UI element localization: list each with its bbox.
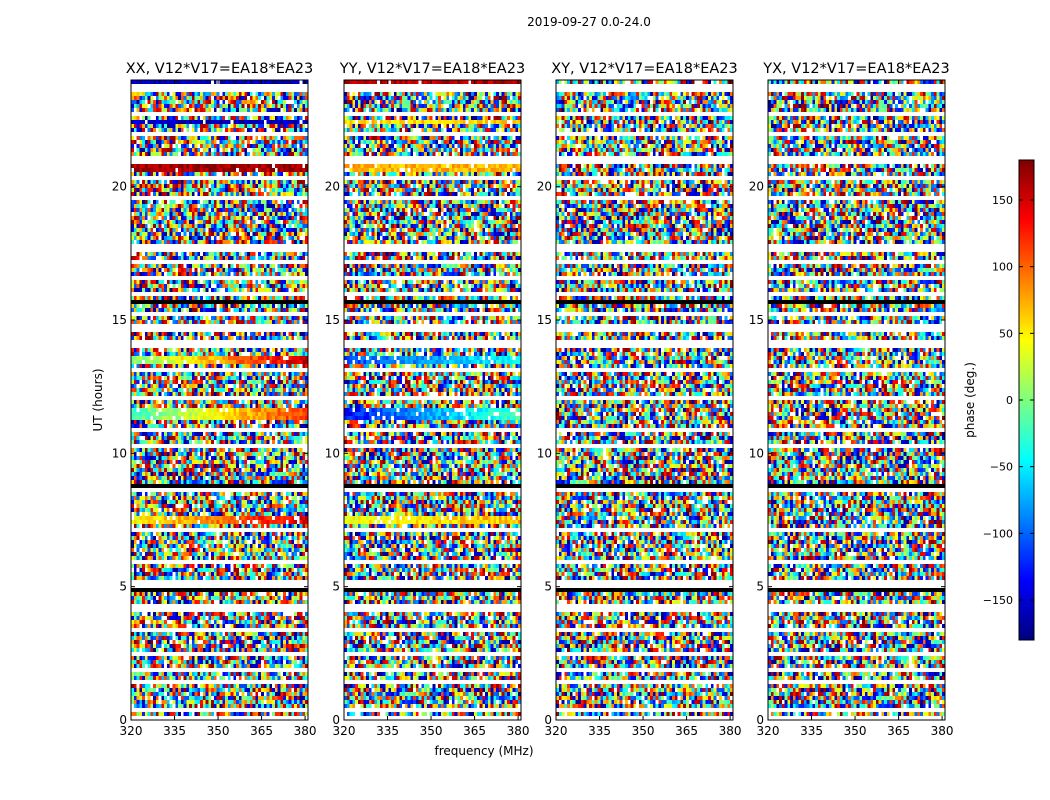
y-tick-label: 10 bbox=[112, 446, 127, 460]
x-tick-label: 350 bbox=[420, 724, 443, 738]
y-tick-label: 0 bbox=[332, 713, 340, 727]
x-tick-label: 365 bbox=[675, 724, 698, 738]
colorbar-tick-label: 50 bbox=[999, 327, 1013, 340]
y-tick-label: 10 bbox=[325, 446, 340, 460]
figure-title: 2019-09-27 0.0-24.0 bbox=[527, 15, 651, 29]
panel-title: YY, V12*V17=EA18*EA23 bbox=[339, 61, 525, 77]
x-tick-label: 320 bbox=[757, 724, 780, 738]
y-tick-label: 0 bbox=[756, 713, 764, 727]
y-tick-label: 5 bbox=[544, 580, 552, 594]
x-tick-label: 380 bbox=[507, 724, 530, 738]
x-tick-label: 365 bbox=[250, 724, 273, 738]
panel-title: XX, V12*V17=EA18*EA23 bbox=[126, 61, 314, 77]
x-tick-label: 320 bbox=[545, 724, 568, 738]
y-tick-label: 5 bbox=[119, 580, 127, 594]
x-tick-label: 380 bbox=[931, 724, 954, 738]
colorbar-tick-label: −100 bbox=[983, 527, 1013, 540]
x-tick-label: 350 bbox=[207, 724, 230, 738]
y-tick-label: 5 bbox=[332, 580, 340, 594]
colorbar-tick-label: −50 bbox=[990, 461, 1013, 474]
x-tick-label: 320 bbox=[333, 724, 356, 738]
panel-xx: XX, V12*V17=EA18*EA23 320 335 350 365 380 0 5 10… bbox=[112, 61, 317, 738]
y-tick-label: 20 bbox=[325, 180, 340, 194]
y-tick-label: 10 bbox=[537, 446, 552, 460]
colorbar-tick-label: 150 bbox=[992, 194, 1013, 207]
axes-frame bbox=[767, 79, 946, 721]
axes-frame bbox=[555, 79, 734, 721]
colorbar-tick-label: −150 bbox=[983, 594, 1013, 607]
y-tick-label: 15 bbox=[537, 313, 552, 327]
panel-yy: YY, V12*V17=EA18*EA23 320 335 350 365 380 0 5 10… bbox=[325, 61, 530, 738]
colorbar: phase (deg.) 150 100 50 0 −50 −100 −150 bbox=[963, 159, 1035, 641]
x-tick-label: 350 bbox=[632, 724, 655, 738]
y-tick-label: 15 bbox=[325, 313, 340, 327]
y-tick-label: 5 bbox=[756, 580, 764, 594]
panel-title: XY, V12*V17=EA18*EA23 bbox=[551, 61, 737, 77]
colorbar-tick-label: 100 bbox=[992, 261, 1013, 274]
panel-yx: YX, V12*V17=EA18*EA23 320 335 350 365 380 0 5 10… bbox=[749, 61, 954, 738]
x-tick-label: 335 bbox=[163, 724, 186, 738]
x-tick-label: 335 bbox=[376, 724, 399, 738]
x-tick-label: 380 bbox=[294, 724, 317, 738]
y-tick-label: 15 bbox=[749, 313, 764, 327]
y-tick-label: 20 bbox=[749, 180, 764, 194]
heatmap-image bbox=[768, 80, 945, 720]
x-tick-label: 350 bbox=[844, 724, 867, 738]
y-tick-label: 15 bbox=[112, 313, 127, 327]
x-tick-label: 335 bbox=[588, 724, 611, 738]
x-tick-label: 365 bbox=[887, 724, 910, 738]
y-tick-label: 0 bbox=[119, 713, 127, 727]
x-tick-label: 320 bbox=[120, 724, 143, 738]
y-tick-label: 20 bbox=[537, 180, 552, 194]
panel-xy: XY, V12*V17=EA18*EA23 320 335 350 365 380 0 5 10… bbox=[537, 61, 742, 738]
x-tick-label: 380 bbox=[719, 724, 742, 738]
panels: XX, V12*V17=EA18*EA23 320 335 350 365 380 0 5 10… bbox=[112, 61, 954, 738]
x-tick-label: 335 bbox=[800, 724, 823, 738]
x-tick-label: 365 bbox=[463, 724, 486, 738]
y-tick-label: 0 bbox=[544, 713, 552, 727]
colorbar-tick-label: 0 bbox=[1006, 394, 1013, 407]
y-tick-label: 20 bbox=[112, 180, 127, 194]
axes-frame bbox=[130, 79, 309, 721]
panel-title: YX, V12*V17=EA18*EA23 bbox=[762, 61, 949, 77]
y-tick-label: 10 bbox=[749, 446, 764, 460]
colorbar-label: phase (deg.) bbox=[963, 362, 977, 438]
x-axis-label: frequency (MHz) bbox=[434, 744, 533, 758]
y-axis-label: UT (hours) bbox=[91, 368, 105, 431]
heatmap-image bbox=[344, 80, 521, 720]
heatmap-image bbox=[556, 80, 733, 720]
heatmap-image bbox=[131, 80, 308, 720]
axes-frame bbox=[343, 79, 522, 721]
